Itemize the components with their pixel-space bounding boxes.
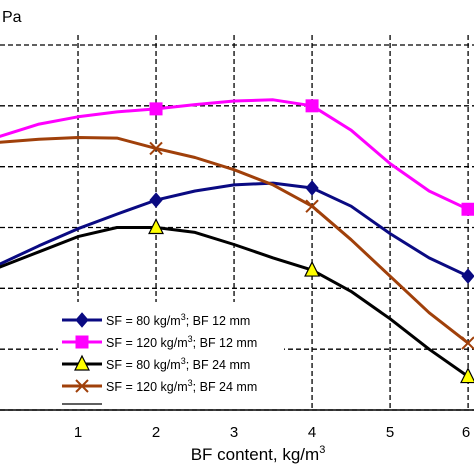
x-tick-label: 4 [308, 424, 316, 441]
data-point-x [75, 379, 89, 393]
x-tick-label: 3 [230, 424, 238, 441]
x-tick-label: 5 [386, 424, 394, 441]
data-point-diamond [149, 192, 163, 208]
data-point-x [305, 199, 319, 213]
data-point-x [149, 141, 163, 156]
legend-label: SF = 80 kg/m3; BF 12 mm [106, 312, 250, 328]
legend-item: SF = 80 kg/m3; BF 24 mm [62, 354, 250, 372]
data-point-diamond [305, 180, 319, 196]
legend-item: SF = 120 kg/m3; BF 24 mm [62, 378, 257, 394]
legend-label: SF = 120 kg/m3; BF 24 mm [106, 378, 257, 394]
series-2 [0, 98, 474, 216]
legend-item: SF = 120 kg/m3; BF 12 mm [62, 334, 257, 350]
series-line [0, 181, 470, 278]
series-lines [0, 98, 474, 384]
data-point-triangle [460, 367, 474, 384]
grid [0, 35, 474, 411]
data-point-triangle [304, 260, 321, 277]
legend-label: SF = 80 kg/m3; BF 24 mm [106, 356, 250, 372]
x-tick-label: 1 [74, 424, 82, 441]
legend-item: SF = 80 kg/m3; BF 12 mm [62, 312, 250, 328]
series-line [0, 98, 470, 211]
data-point-square [305, 99, 319, 113]
data-point-square [149, 102, 163, 116]
data-point-diamond [461, 268, 474, 284]
data-point-diamond [75, 312, 89, 328]
x-tick-label: 6 [462, 424, 470, 441]
data-point-square [461, 202, 474, 216]
x-axis-label: BF content, kg/m3 [191, 444, 326, 464]
series-3 [0, 218, 474, 384]
x-axis-label-main: BF content, kg/m [191, 445, 320, 464]
y-unit-label: Pa [2, 9, 22, 26]
series-1 [0, 180, 474, 284]
x-tick-label: 2 [152, 424, 160, 441]
data-point-square [75, 335, 89, 349]
legend-label: SF = 120 kg/m3; BF 12 mm [106, 334, 257, 350]
data-point-triangle [148, 218, 165, 235]
series-line [0, 226, 470, 378]
series-line [0, 136, 470, 345]
data-point-x [461, 336, 474, 350]
data-point-triangle [74, 354, 90, 371]
legend: SF = 80 kg/m3; BF 12 mm SF = 120 kg/m3; B… [58, 302, 284, 408]
x-tick-labels: 1 2 3 4 5 6 [74, 424, 470, 441]
x-axis-label-sup: 3 [319, 444, 325, 456]
series-4 [0, 136, 474, 350]
